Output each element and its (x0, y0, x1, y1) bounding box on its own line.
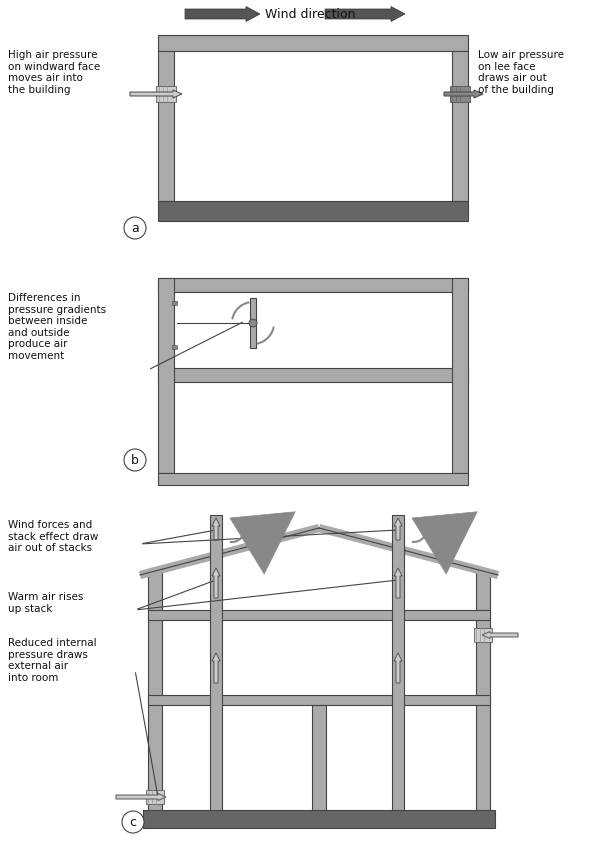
Text: a: a (131, 222, 139, 234)
Bar (476, 570, 490, 825)
FancyArrow shape (212, 518, 220, 540)
Text: Wind direction: Wind direction (264, 8, 355, 21)
Bar (158, 473, 468, 485)
FancyArrow shape (482, 631, 518, 639)
FancyArrow shape (325, 7, 405, 21)
Text: Differences in
pressure gradients
between inside
and outside
produce air
movemen: Differences in pressure gradients betwee… (8, 293, 106, 361)
Bar (148, 570, 162, 825)
FancyArrow shape (394, 518, 402, 540)
Bar (146, 790, 164, 804)
Bar (158, 278, 468, 292)
FancyArrow shape (394, 653, 402, 683)
Bar (312, 705, 326, 810)
Bar (158, 51, 174, 201)
Bar (450, 86, 470, 102)
Bar (156, 86, 176, 102)
Text: Warm air rises
up stack: Warm air rises up stack (8, 592, 84, 613)
Circle shape (124, 449, 146, 471)
Text: Low air pressure
on lee face
draws air out
of the building: Low air pressure on lee face draws air o… (478, 50, 564, 95)
Bar (452, 278, 468, 473)
FancyArrow shape (185, 7, 260, 21)
FancyArrow shape (116, 794, 166, 800)
Bar (452, 51, 468, 201)
FancyArrow shape (130, 90, 182, 98)
Bar (172, 301, 177, 305)
Text: Reduced internal
pressure draws
external air
into room: Reduced internal pressure draws external… (8, 638, 97, 683)
Text: b: b (131, 453, 139, 466)
Circle shape (124, 217, 146, 239)
Bar (172, 345, 177, 349)
Bar (158, 278, 174, 473)
Text: Wind forces and
stack effect draw
air out of stacks: Wind forces and stack effect draw air ou… (8, 520, 98, 553)
Bar (474, 628, 492, 642)
Text: High air pressure
on windward face
moves air into
the building: High air pressure on windward face moves… (8, 50, 100, 95)
Bar (250, 298, 256, 348)
Bar (148, 610, 490, 620)
FancyArrow shape (212, 653, 220, 683)
FancyArrow shape (444, 90, 483, 98)
Circle shape (122, 811, 144, 833)
Text: c: c (129, 816, 136, 828)
Bar (158, 201, 468, 221)
Bar (148, 695, 490, 705)
FancyArrow shape (394, 568, 402, 598)
Bar (143, 810, 495, 828)
Bar (158, 35, 468, 51)
Bar (210, 515, 222, 810)
FancyArrow shape (212, 568, 220, 598)
Bar (392, 515, 404, 810)
Circle shape (249, 319, 257, 327)
Bar (158, 368, 468, 382)
